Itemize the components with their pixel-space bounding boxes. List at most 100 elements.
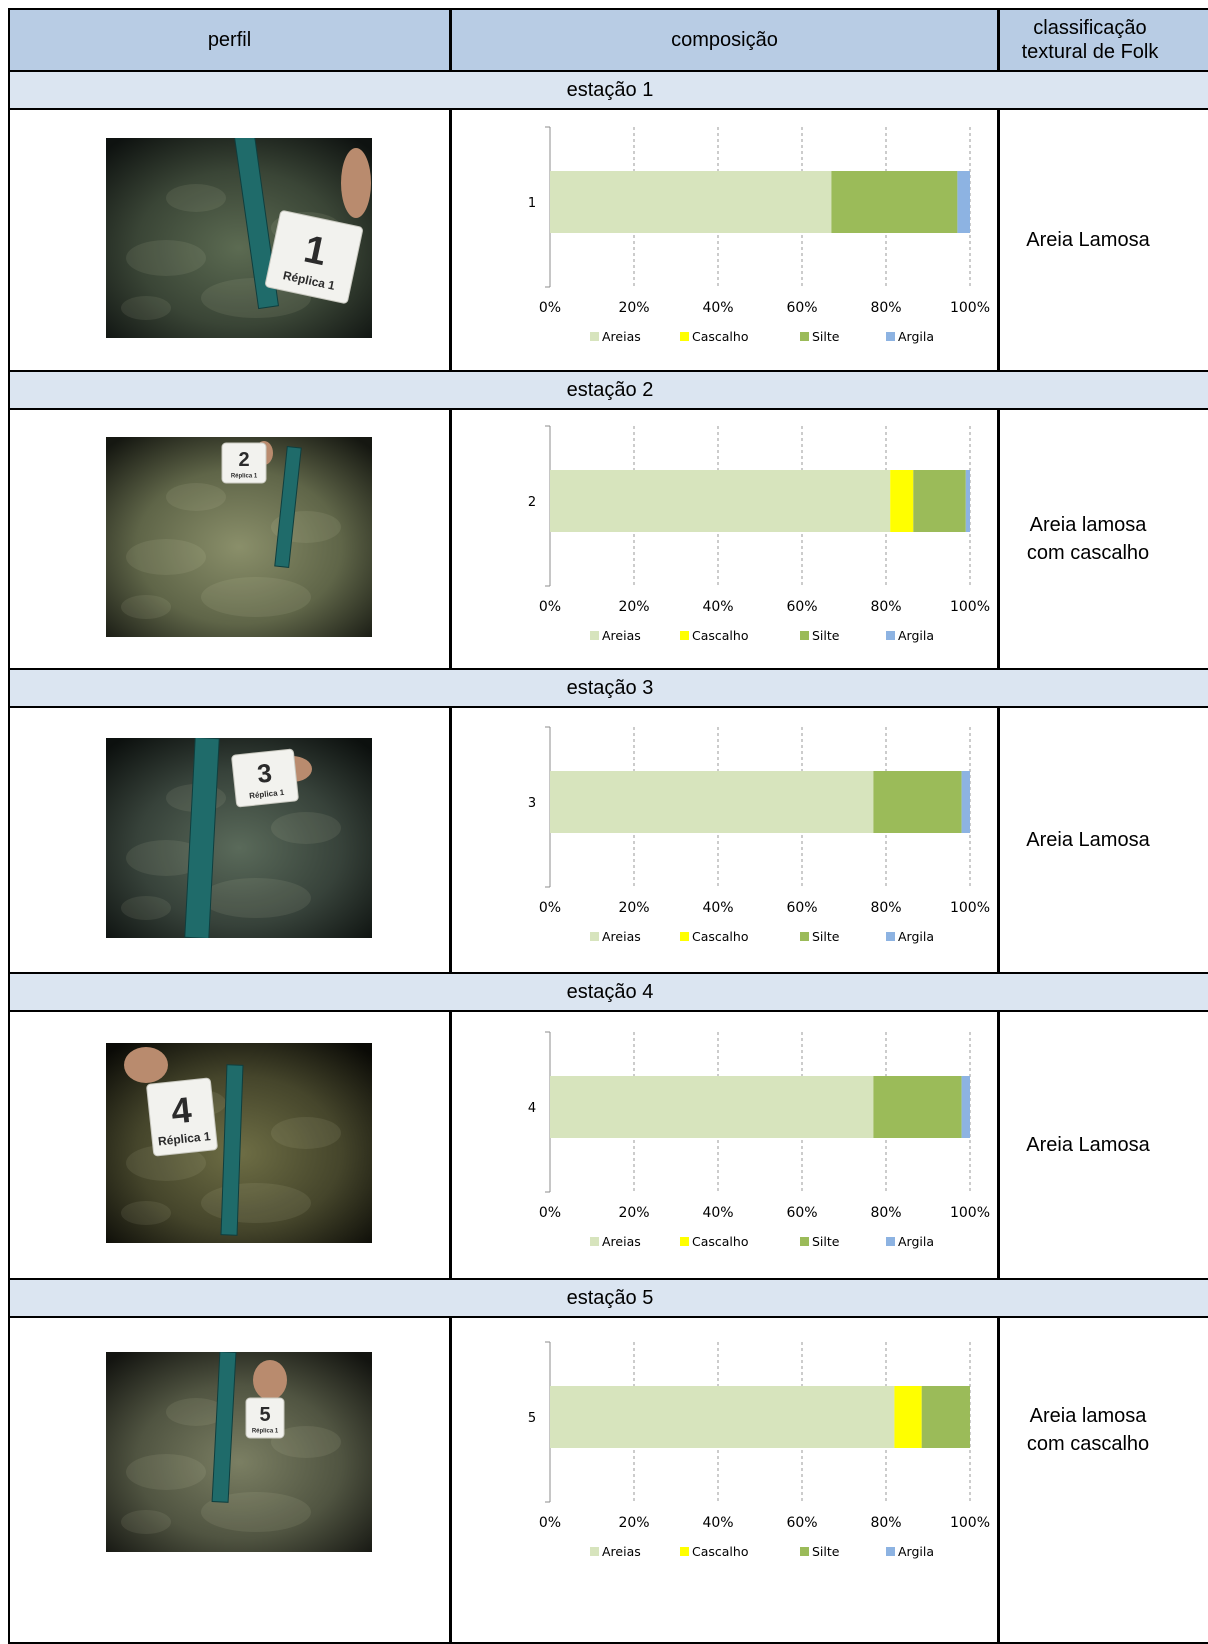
replica-card-body xyxy=(221,442,267,484)
legend-label: Areias xyxy=(602,1544,641,1559)
station-header: estação 3 xyxy=(8,668,1208,708)
replica-card: 5 Réplica 1 xyxy=(245,1397,285,1439)
category-label: 1 xyxy=(528,196,536,211)
legend-label: Cascalho xyxy=(692,628,748,643)
legend-swatch xyxy=(590,1237,599,1246)
mud-texture xyxy=(166,184,226,212)
replica-card-number: 4 xyxy=(169,1089,193,1132)
legend-swatch xyxy=(680,932,689,941)
mud-texture xyxy=(271,1426,341,1458)
legend-swatch xyxy=(590,332,599,341)
composition-cell xyxy=(450,408,999,670)
classification-label: Areia lamosa com cascalho xyxy=(1000,1402,1176,1458)
legend-swatch xyxy=(590,932,599,941)
replica-card-body xyxy=(265,210,363,304)
header-composicao: composição xyxy=(450,8,999,72)
legend-swatch xyxy=(800,932,809,941)
legend-swatch xyxy=(680,631,689,640)
legend-label: Cascalho xyxy=(692,1234,748,1249)
mud-texture xyxy=(271,812,341,844)
legend-label: Argila xyxy=(898,929,934,944)
classification-cell: Areia Lamosa xyxy=(998,1010,1208,1280)
legend-swatch xyxy=(680,1237,689,1246)
classification-line: Areia Lamosa xyxy=(1026,1134,1150,1156)
profile-photo: 5 Réplica 1 xyxy=(106,1352,372,1552)
replica-card-body xyxy=(231,748,299,808)
bar-segment-cascalho xyxy=(894,1386,922,1448)
classification-cell: Areia lamosa com cascalho xyxy=(998,1316,1208,1644)
replica-card-text: Réplica 1 xyxy=(157,1129,211,1148)
legend-swatch xyxy=(800,1547,809,1556)
x-tick-label: 40% xyxy=(702,300,733,316)
composition-cell xyxy=(450,1010,999,1280)
legend-label: Argila xyxy=(898,628,934,643)
mud-texture xyxy=(121,595,171,619)
station-header: estação 4 xyxy=(8,972,1208,1012)
legend-swatch xyxy=(886,1237,895,1246)
x-tick-label: 20% xyxy=(618,300,649,316)
header-classificacao-line: textural de Folk xyxy=(1021,41,1159,63)
x-tick-label: 40% xyxy=(702,599,733,615)
classification-cell: Areia lamosa com cascalho xyxy=(998,408,1208,670)
station-label: estação 4 xyxy=(566,980,654,1003)
composition-chart-svg: 3 0% 20% 40% 60% 80% 100% Areias Cascalho Silte Ar… xyxy=(528,726,990,944)
composition-chart: 3 0% 20% 40% 60% 80% 100% Areias Cascalho Silte Ar… xyxy=(510,707,1010,977)
classification-line: Areia Lamosa xyxy=(1026,829,1150,851)
legend-swatch xyxy=(886,332,895,341)
bar-segment-areias xyxy=(550,771,874,833)
legend-swatch xyxy=(800,332,809,341)
x-tick-label: 40% xyxy=(702,1515,733,1531)
x-tick-label: 60% xyxy=(786,1205,817,1221)
x-tick-label: 0% xyxy=(539,300,561,316)
profile-photo-image: 5 Réplica 1 xyxy=(106,1352,372,1552)
classification-line: Areia Lamosa xyxy=(1026,229,1150,251)
legend-swatch xyxy=(590,631,599,640)
mud-texture xyxy=(126,539,206,575)
replica-card: 2 Réplica 1 xyxy=(221,442,267,484)
legend-swatch xyxy=(886,631,895,640)
classification-label: Areia Lamosa xyxy=(1000,226,1176,254)
bar-segment-silte xyxy=(831,171,958,233)
x-tick-label: 80% xyxy=(870,300,901,316)
legend-label: Silte xyxy=(812,329,840,344)
bar-segment-silte xyxy=(913,470,966,532)
composition-cell xyxy=(450,108,999,372)
bar-segment-areias xyxy=(550,1076,874,1138)
bar-segment-areias xyxy=(550,1386,895,1448)
x-tick-label: 60% xyxy=(786,599,817,615)
profile-photo: 4 Réplica 1 xyxy=(106,1043,372,1243)
mud-texture xyxy=(126,240,206,276)
header-classificacao: classificação textural de Folk xyxy=(998,8,1208,72)
legend-swatch xyxy=(886,932,895,941)
x-tick-label: 80% xyxy=(870,599,901,615)
x-tick-label: 40% xyxy=(702,900,733,916)
legend-swatch xyxy=(680,1547,689,1556)
x-tick-label: 80% xyxy=(870,1205,901,1221)
hand-icon xyxy=(341,148,371,218)
classification-line: Areia lamosa xyxy=(1029,514,1147,536)
mud-texture xyxy=(126,1454,206,1490)
composition-chart-svg: 1 0% 20% 40% 60% 80% 100% Areias Cascalho Silte Ar… xyxy=(528,126,990,344)
hand-icon xyxy=(124,1047,168,1083)
x-tick-label: 100% xyxy=(950,1205,990,1221)
station-header: estação 5 xyxy=(8,1278,1208,1318)
composition-chart-svg: 40% 20% 40% 60% 80% 100%Areias Cascalho Silte Ar… xyxy=(528,1031,990,1249)
x-tick-label: 20% xyxy=(618,1205,649,1221)
legend-swatch xyxy=(800,631,809,640)
header-classificacao-line: classificação xyxy=(1033,17,1147,39)
x-tick-label: 80% xyxy=(870,1515,901,1531)
legend-label: Cascalho xyxy=(692,1544,748,1559)
composition-chart: 1 0% 20% 40% 60% 80% 100% Areias Cascalho Silte Ar… xyxy=(510,107,1010,377)
legend-label: Silte xyxy=(812,929,840,944)
classification-cell: Areia Lamosa xyxy=(998,706,1208,974)
legend-label: Cascalho xyxy=(692,929,748,944)
ruler-icon xyxy=(274,446,302,568)
hand-icon xyxy=(253,1360,287,1400)
station-header: estação 2 xyxy=(8,370,1208,410)
legend-label: Areias xyxy=(602,628,641,643)
station-label: estação 2 xyxy=(566,378,654,401)
classification-label: Areia lamosa com cascalho xyxy=(1000,511,1176,567)
legend-label: Areias xyxy=(602,1234,641,1249)
